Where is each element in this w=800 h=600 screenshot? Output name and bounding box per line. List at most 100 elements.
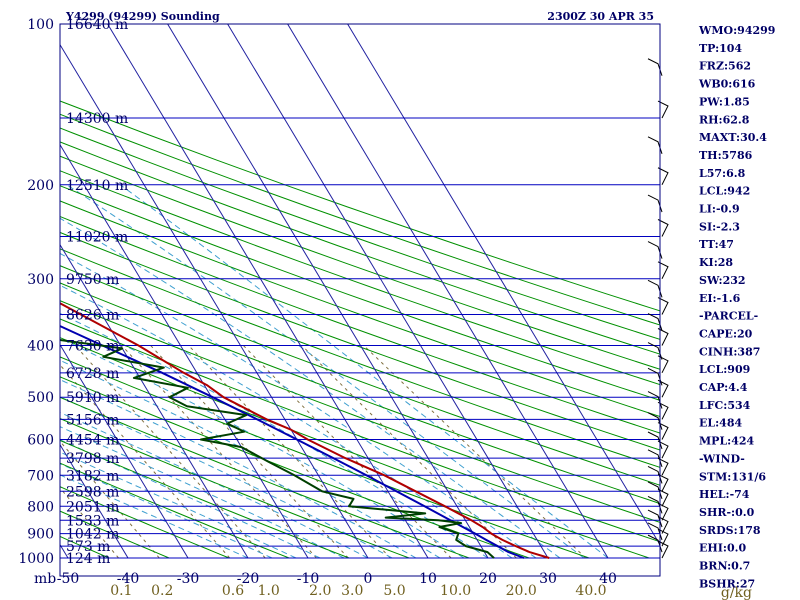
index-entry: CAPE:20 — [699, 327, 753, 340]
height-label: 6728 m — [66, 366, 119, 382]
mixing-ratio-tick-labels: 0.1 0.2 0.6 1.0 2.0 3.0 5.0 10.0 20.0 40.0 — [110, 583, 606, 599]
mixing-ratio-tick-label: 1.0 — [258, 583, 280, 599]
wind-barb — [657, 488, 669, 507]
wind-barb — [647, 412, 663, 430]
index-entry: -WIND- — [699, 452, 745, 465]
height-label: 1042 m — [66, 527, 119, 543]
mixing-ratio-unit-label: g/kg — [721, 585, 752, 600]
index-entry: MPL:424 — [699, 435, 755, 448]
wind-barb — [657, 540, 669, 559]
wind-barb — [657, 440, 669, 459]
index-entry: TT:47 — [699, 238, 734, 251]
index-entry: MAXT:30.4 — [699, 131, 767, 144]
height-label: 124 m — [66, 551, 110, 567]
height-label: 12510 m — [66, 178, 128, 194]
isotherm-line — [60, 143, 309, 559]
pressure-tick-label: 900 — [27, 527, 54, 543]
index-panel: WMO:94299 TP:104 FRZ:562 WB0:616 PW:1.85 RH:6… — [698, 24, 775, 590]
index-entry: LCL:909 — [699, 363, 750, 376]
temperature-tick-label: -30 — [177, 571, 200, 587]
index-entry: SHR-:0.0 — [699, 506, 755, 519]
mixing-ratio-tick-label: 10.0 — [440, 583, 471, 599]
plot-background — [60, 24, 660, 576]
temperature-tick-label: -40 — [117, 571, 140, 587]
wind-barb — [647, 534, 663, 553]
height-label: 5156 m — [66, 412, 119, 428]
wind-barb — [657, 100, 669, 119]
moist-adiabat-line — [60, 474, 249, 559]
wind-barb — [657, 473, 669, 492]
wind-barb — [647, 342, 663, 360]
index-entry: CINH:387 — [699, 345, 760, 358]
height-label: 3182 m — [66, 468, 119, 484]
wind-barb — [647, 522, 663, 541]
moist-adiabat-line — [60, 396, 393, 559]
index-entry: PW:1.85 — [699, 95, 750, 108]
temperature-tick-label: -20 — [237, 571, 260, 587]
wind-barb — [647, 449, 663, 468]
wind-barb — [647, 481, 663, 500]
wind-barb — [647, 58, 663, 76]
index-entry: EL:484 — [699, 417, 742, 430]
wind-barb — [647, 194, 663, 213]
wind-barb — [647, 136, 663, 154]
dewpoint-trace — [60, 338, 495, 559]
index-entry: KI:28 — [699, 256, 733, 269]
pressure-tick-label: 300 — [27, 272, 54, 288]
mixing-ratio-line — [363, 345, 587, 559]
wind-barb — [647, 495, 663, 514]
index-entry: SI:-2.3 — [699, 220, 740, 233]
temperature-tick-label: -50 — [57, 571, 80, 587]
mixing-ratio-tick-label: 2.0 — [309, 583, 331, 599]
isotherms — [0, 14, 660, 559]
isotherm-line — [60, 443, 129, 559]
wind-barb — [657, 422, 669, 440]
index-entry: EI:-1.6 — [699, 292, 741, 305]
isotherm-line — [60, 43, 369, 559]
index-entry: EHI:0.0 — [699, 542, 746, 555]
mixing-ratio-tick-label: 0.2 — [151, 583, 173, 599]
parcel-trace — [60, 324, 525, 559]
isotherm-line — [167, 24, 489, 559]
index-entry: BRN:0.7 — [699, 560, 750, 573]
index-entry: L57:6.8 — [699, 167, 746, 180]
pressure-tick-label: 200 — [27, 178, 54, 194]
time-label: 2300Z 30 APR 35 — [547, 10, 654, 23]
height-label: 5910 m — [66, 390, 119, 406]
index-entry: TH:5786 — [699, 149, 753, 162]
height-label: 2598 m — [66, 484, 119, 500]
mixing-ratio-tick-label: 0.1 — [110, 583, 132, 599]
index-entry: -PARCEL- — [699, 310, 758, 323]
wind-barb — [657, 457, 669, 476]
index-entry: LFC:534 — [699, 399, 751, 412]
mixing-ratio-line — [74, 345, 266, 559]
pressure-tick-label: 400 — [27, 339, 54, 355]
wind-barb — [657, 502, 669, 521]
index-entry: WB0:616 — [698, 78, 756, 91]
height-label: 9750 m — [66, 272, 119, 288]
temperature-tick-label: -10 — [297, 571, 320, 587]
wind-barb — [647, 241, 663, 259]
pressure-tick-label: 100 — [27, 17, 54, 33]
mixing-ratio-tick-label: 3.0 — [341, 583, 363, 599]
index-entry: LCL:942 — [699, 185, 750, 198]
wind-barb — [647, 465, 663, 484]
temperature-tick-label: 20 — [479, 571, 497, 587]
temperature-tick-label: 30 — [539, 571, 557, 587]
isotherm-line — [227, 24, 549, 559]
index-entry: RH:62.8 — [699, 113, 750, 126]
isotherm-line — [0, 14, 8, 558]
height-label: 1533 m — [66, 513, 119, 529]
chart-title: Y4299 (94299) Sounding — [65, 10, 220, 23]
height-label: 2051 m — [66, 499, 119, 515]
wind-barb — [647, 367, 663, 386]
height-label: 4454 m — [66, 433, 119, 449]
moist-adiabat-line — [60, 463, 273, 559]
index-entry: HEL:-74 — [699, 488, 750, 501]
mixing-ratio-tick-label: 20.0 — [506, 583, 537, 599]
height-label: 8626 m — [66, 308, 119, 324]
sounding-traces — [60, 302, 550, 559]
mixing-ratio-tick-label: 5.0 — [383, 583, 405, 599]
